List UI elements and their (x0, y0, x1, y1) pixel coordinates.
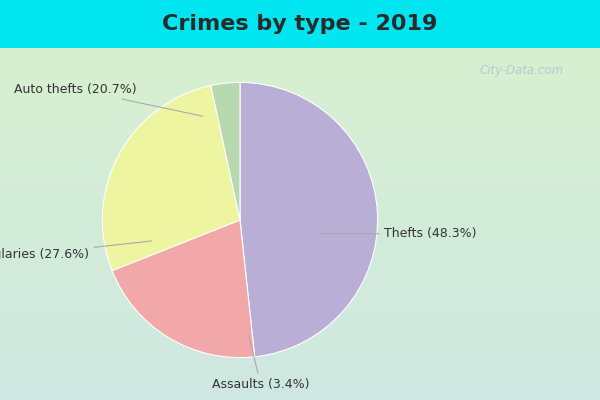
Text: Thefts (48.3%): Thefts (48.3%) (319, 227, 477, 240)
Text: City-Data.com: City-Data.com (480, 64, 564, 77)
Wedge shape (103, 86, 240, 271)
Text: Assaults (3.4%): Assaults (3.4%) (212, 336, 310, 391)
Text: Crimes by type - 2019: Crimes by type - 2019 (163, 14, 437, 34)
Wedge shape (112, 220, 254, 358)
Text: Auto thefts (20.7%): Auto thefts (20.7%) (14, 83, 203, 116)
Wedge shape (240, 82, 377, 357)
Wedge shape (211, 82, 240, 220)
Text: Burglaries (27.6%): Burglaries (27.6%) (0, 241, 152, 261)
